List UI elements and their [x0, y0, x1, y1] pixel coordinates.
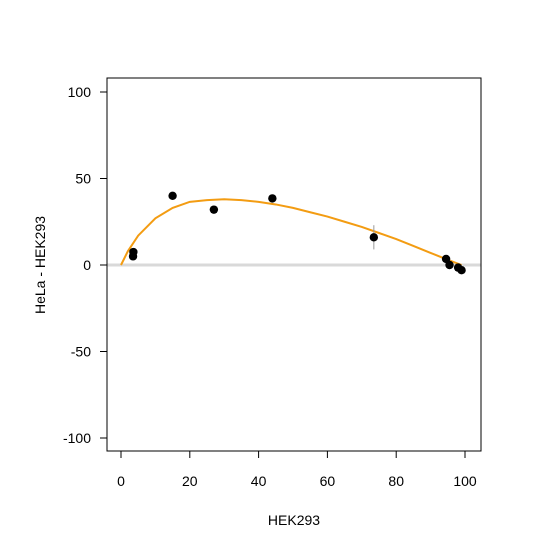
data-point [168, 191, 177, 200]
fit-curve [120, 198, 462, 266]
x-tick-label: 80 [388, 473, 404, 489]
y-axis-title: HeLa - HEK293 [32, 216, 48, 314]
x-tick-label: 100 [453, 473, 477, 489]
x-tick-label: 0 [117, 473, 125, 489]
x-axis-title: HEK293 [268, 512, 320, 528]
data-point [457, 265, 466, 275]
axis-layer: 0 20 40 60 80 100 -100 -50 0 50 100 [63, 84, 477, 489]
y-tick-label: 0 [83, 257, 91, 273]
data-point [268, 194, 277, 203]
data-point [209, 205, 219, 214]
x-tick-label: 40 [251, 473, 267, 489]
data-point [129, 247, 138, 257]
y-tick-label: -50 [71, 344, 91, 360]
y-tick-label: 100 [68, 84, 92, 100]
data-point [369, 233, 379, 242]
x-tick-label: 20 [182, 473, 198, 489]
y-tick-label: -100 [63, 430, 91, 446]
x-tick-label: 60 [320, 473, 336, 489]
plot-layer [107, 191, 481, 275]
y-tick-label: 50 [75, 171, 91, 187]
data-point [445, 260, 454, 270]
